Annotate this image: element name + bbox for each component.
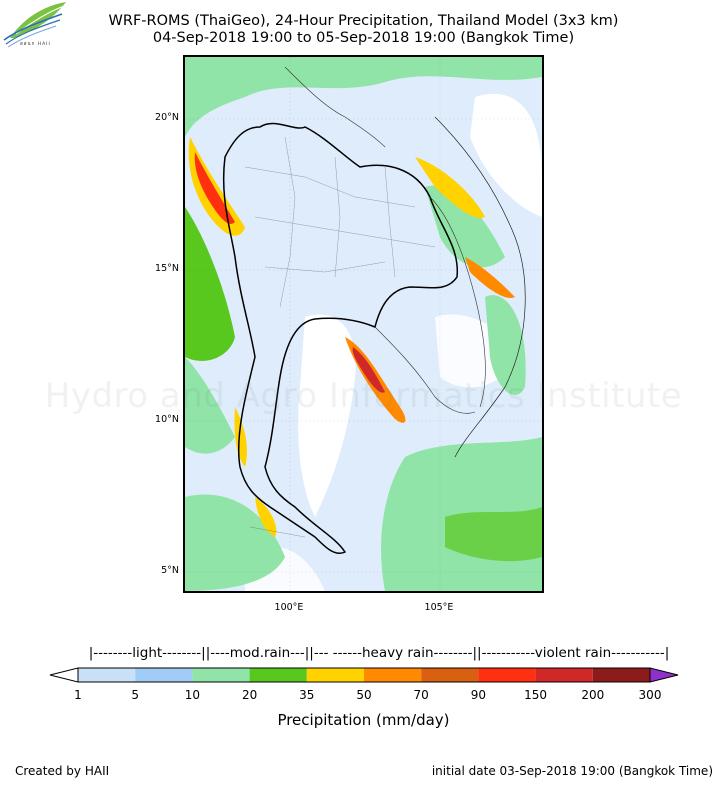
colorbar-tick-label: 90 bbox=[470, 688, 487, 702]
colorbar-tick-label: 300 bbox=[638, 688, 662, 702]
colorbar-tick-label: 50 bbox=[356, 688, 372, 702]
colorbar-tick-label: 10 bbox=[184, 688, 201, 702]
lat-label-10n: 10°N bbox=[155, 414, 179, 425]
colorbar-label: Precipitation (mm/day) bbox=[277, 711, 450, 729]
lat-label-20n: 20°N bbox=[155, 112, 179, 123]
colorbar-segment bbox=[306, 668, 364, 682]
colorbar-tick-label: 200 bbox=[581, 688, 605, 702]
lon-label-100e: 100°E bbox=[274, 602, 304, 613]
colorbar-segment bbox=[421, 668, 479, 682]
colorbar-over-triangle bbox=[649, 667, 679, 683]
precipitation-map bbox=[183, 55, 544, 593]
map-title: WRF-ROMS (ThaiGeo), 24-Hour Precipitatio… bbox=[108, 13, 619, 29]
lon-label-105e: 105°E bbox=[424, 602, 454, 613]
lat-label-5n: 5°N bbox=[161, 565, 179, 576]
colorbar-segment bbox=[592, 668, 650, 682]
colorbar-segment bbox=[135, 668, 193, 682]
colorbar-segment bbox=[535, 668, 593, 682]
colorbar-segment bbox=[78, 668, 136, 682]
footer-init-date: initial date 03-Sep-2018 19:00 (Bangkok … bbox=[431, 764, 713, 778]
map-subtitle: 04-Sep-2018 19:00 to 05-Sep-2018 19:00 (… bbox=[152, 30, 575, 46]
colorbar-segment bbox=[249, 668, 307, 682]
colorbar-tick-label: 70 bbox=[413, 688, 429, 702]
haii-leaf-logo-icon: สสนก HAII bbox=[2, 0, 68, 54]
colorbar-under-triangle bbox=[49, 667, 79, 683]
colorbar-segment bbox=[192, 668, 250, 682]
colorbar-tick-label: 150 bbox=[524, 688, 548, 702]
lat-label-15n: 15°N bbox=[155, 263, 179, 274]
footer-credit: Created by HAII bbox=[15, 764, 110, 778]
intensity-scale: |--------light--------||----mod.rain---|… bbox=[88, 645, 670, 661]
colorbar bbox=[49, 667, 679, 683]
colorbar-segment bbox=[364, 668, 422, 682]
colorbar-segment bbox=[478, 668, 536, 682]
colorbar-tick-label: 1 bbox=[74, 688, 82, 702]
colorbar-tick-label: 35 bbox=[299, 688, 315, 702]
colorbar-tick-label: 5 bbox=[131, 688, 139, 702]
colorbar-tick-label: 20 bbox=[241, 688, 258, 702]
logo-text: สสนก HAII bbox=[20, 42, 51, 47]
colorbar-border bbox=[77, 667, 651, 683]
